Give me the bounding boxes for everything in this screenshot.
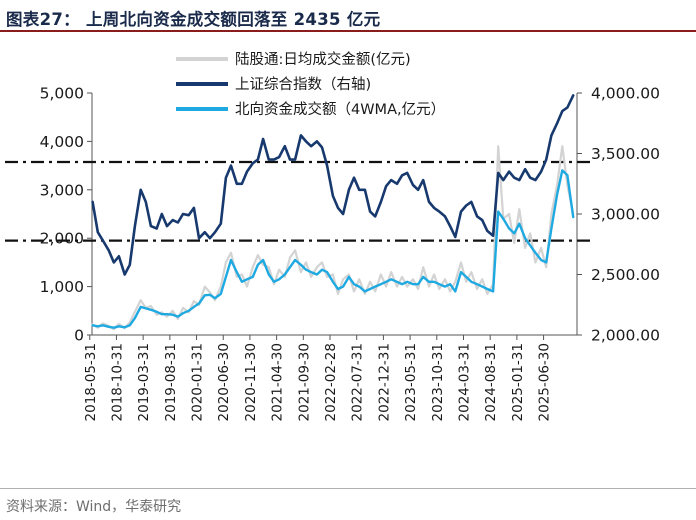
x-tick-label: 2018-05-31	[83, 343, 99, 421]
x-tick-label: 2023-10-31	[430, 343, 446, 421]
x-tick-label: 2019-08-31	[163, 343, 179, 421]
y-right-tick-label: 2,500.00	[591, 266, 660, 284]
y-left-tick-label: 0	[74, 327, 84, 345]
x-tick-label: 2024-03-31	[456, 343, 472, 421]
page-title: 图表27： 上周北向资金成交额回落至 2435 亿元	[6, 10, 381, 29]
y-right-tick-label: 3,000.00	[591, 206, 660, 224]
legend: 陆股通:日均成交金额(亿元) 上证综合指数（右轴) 北向资金成交额（4WMA,亿元）	[176, 50, 445, 118]
x-tick-label: 2022-07-31	[350, 343, 366, 421]
x-tick-label: 2021-04-30	[270, 343, 286, 421]
y-right-tick-label: 2,000.00	[591, 327, 660, 345]
series-line-index	[91, 94, 575, 276]
y-left-tick-label: 1,000	[40, 278, 84, 296]
y-right-tick-label: 3,500.00	[591, 145, 660, 163]
x-tick-label: 2023-05-31	[403, 343, 419, 421]
x-tick-label: 2025-01-31	[510, 343, 526, 421]
y-left-tick-label: 5,000	[40, 85, 84, 103]
footer-divider	[0, 488, 696, 489]
x-tick-label: 2024-08-31	[483, 343, 499, 421]
source-note: 资料来源：Wind，华泰研究	[6, 499, 182, 515]
chart: 0 1,000 2,000 3,000 4,000 5,000 2,000.00 2,500.…	[5, 50, 660, 422]
x-tick-label: 2021-09-30	[296, 343, 312, 421]
y-left-tick-label: 3,000	[40, 181, 84, 199]
y-left-tick-label: 4,000	[40, 133, 84, 151]
x-tick-label: 2018-10-31	[109, 343, 125, 421]
x-tick-label: 2020-06-30	[216, 343, 232, 421]
legend-label-wma: 北向资金成交额（4WMA,亿元）	[235, 100, 445, 118]
series-layer	[5, 94, 592, 331]
x-tick-label: 2020-01-31	[190, 343, 206, 421]
y-right-tick-label: 4,000.00	[591, 85, 660, 103]
legend-label-index: 上证综合指数（右轴)	[235, 76, 371, 93]
x-tick-label: 2022-02-28	[323, 343, 339, 421]
x-tick-label: 2019-03-31	[136, 343, 152, 421]
axes-layer: 0 1,000 2,000 3,000 4,000 5,000 2,000.00 2,500.…	[40, 85, 660, 422]
x-tick-label: 2020-11-30	[243, 343, 259, 421]
x-tick-label: 2025-06-30	[537, 343, 553, 421]
x-tick-label: 2022-12-31	[376, 343, 392, 421]
legend-label-daily: 陆股通:日均成交金额(亿元)	[235, 50, 411, 68]
series-line-daily	[91, 145, 575, 331]
series-line-wma	[91, 169, 575, 329]
title-divider	[0, 30, 696, 32]
y-left-tick-label: 2,000	[40, 230, 84, 248]
